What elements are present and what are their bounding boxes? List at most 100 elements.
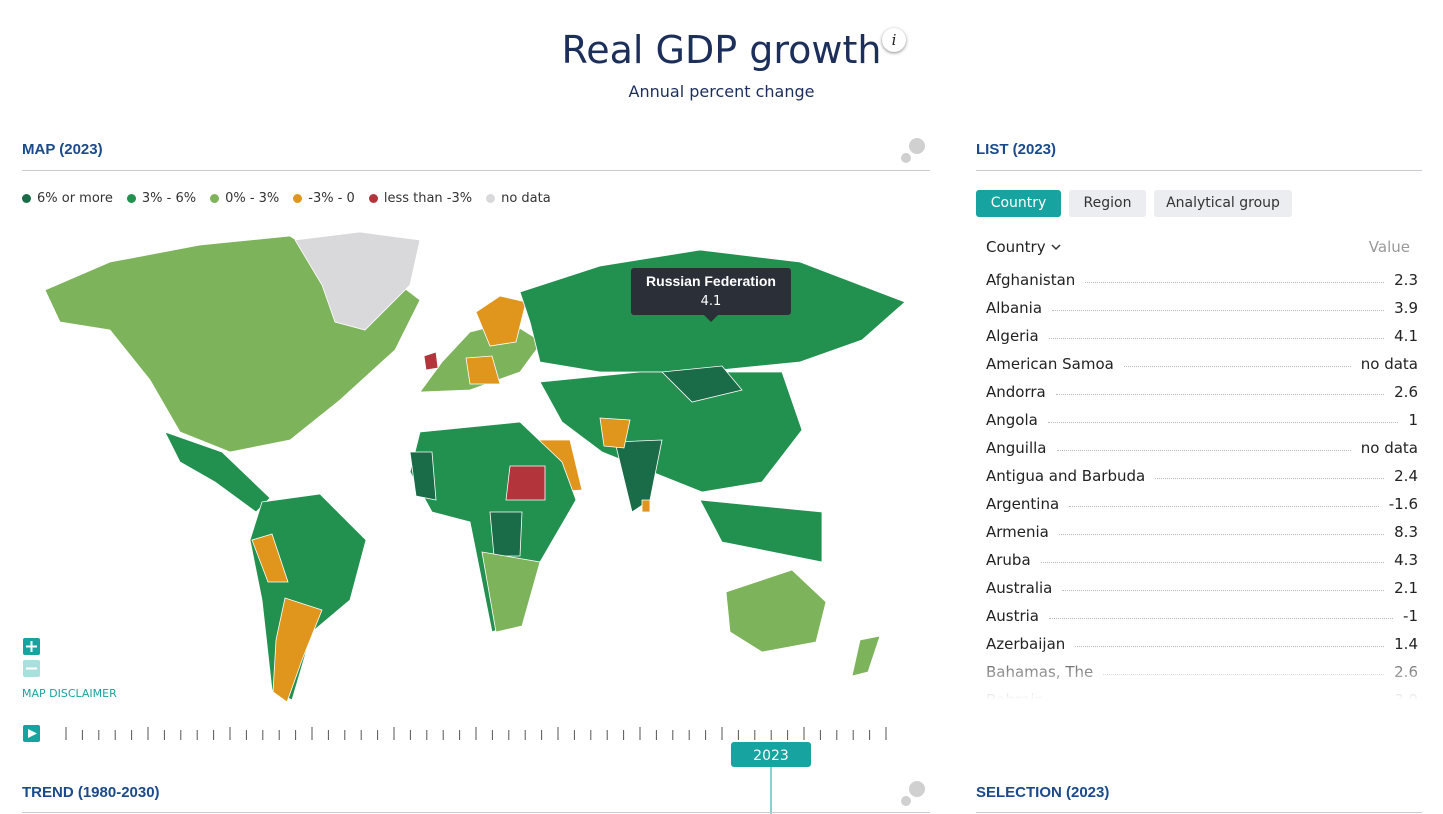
- list-row[interactable]: Aruba 4.3: [986, 546, 1418, 574]
- country-value: 3.9: [1394, 691, 1418, 700]
- country-shape[interactable]: [505, 465, 546, 501]
- title: Real GDP growth: [561, 28, 882, 72]
- country-shape[interactable]: [851, 635, 881, 677]
- list-row[interactable]: Australia 2.1: [986, 574, 1418, 602]
- list-row[interactable]: Bahamas, The 2.6: [986, 658, 1418, 686]
- tab[interactable]: Analytical group: [1154, 190, 1292, 217]
- slider-year: 2023: [753, 748, 789, 764]
- tab[interactable]: Country: [976, 190, 1061, 217]
- legend-item[interactable]: 3% - 6%: [126, 191, 197, 206]
- country-shape[interactable]: [294, 231, 421, 331]
- legend-item[interactable]: 6% or more: [22, 191, 113, 206]
- country-name: Andorra: [986, 383, 1046, 401]
- country-list: Afghanistan 2.3 Albania 3.9 Algeria 4.1 Americ…: [976, 266, 1422, 700]
- world-map: [44, 231, 906, 703]
- country-shape[interactable]: [475, 295, 527, 347]
- slider-handle[interactable]: [731, 742, 811, 767]
- column-header[interactable]: Country: [986, 238, 1062, 256]
- country-shape[interactable]: [599, 417, 631, 449]
- country-name: American Samoa: [986, 355, 1114, 373]
- map-title: MAP (2023): [22, 141, 103, 158]
- sort-icon: [1051, 244, 1061, 251]
- legend: 6% or more 3% - 6% 0% - 3% -3% - 0 less than…: [22, 191, 551, 206]
- country-value: 4.1: [1394, 327, 1418, 345]
- country-shape[interactable]: [481, 551, 541, 633]
- settings-icon[interactable]: [901, 138, 925, 806]
- tooltip: Russian Federation 4.1: [631, 268, 791, 322]
- legend-item[interactable]: less than -3%: [368, 191, 472, 206]
- list-row[interactable]: Azerbaijan 1.4: [986, 630, 1418, 658]
- country-shape[interactable]: [423, 351, 439, 371]
- country-name: Bahrain: [986, 691, 1045, 700]
- country-value: 2.3: [1394, 271, 1418, 289]
- country-name: Bahamas, The: [986, 663, 1094, 681]
- list-row[interactable]: Argentina -1.6: [986, 490, 1418, 518]
- tooltip-box: [631, 268, 791, 315]
- leader: [1103, 673, 1385, 675]
- legend-label: 3% - 6%: [141, 191, 197, 206]
- legend-item[interactable]: no data: [486, 191, 551, 206]
- legend-label: 6% or more: [37, 191, 113, 206]
- country-shape[interactable]: [409, 451, 437, 501]
- country-value: 1.4: [1394, 635, 1418, 653]
- list-row[interactable]: Anguilla no data: [986, 434, 1418, 462]
- country-name: Anguilla: [986, 439, 1047, 457]
- leader: [1085, 281, 1385, 283]
- play-icon: [28, 729, 37, 738]
- leader: [1048, 337, 1385, 339]
- list-row[interactable]: Algeria 4.1: [986, 322, 1418, 350]
- country-shape[interactable]: [164, 431, 271, 513]
- zoom-in-icon: [26, 641, 37, 652]
- country-shape[interactable]: [641, 499, 651, 513]
- list-row[interactable]: Afghanistan 2.3: [986, 266, 1418, 294]
- leader: [1069, 505, 1379, 507]
- tooltip-arrow: [704, 315, 718, 322]
- legend-label: -3% - 0: [308, 191, 355, 206]
- list-row[interactable]: Austria -1: [986, 602, 1418, 630]
- list-row[interactable]: Albania 3.9: [986, 294, 1418, 322]
- legend-swatch: [486, 194, 496, 203]
- country-shape[interactable]: [725, 569, 827, 653]
- list-row[interactable]: Bahrain 3.9: [986, 686, 1418, 700]
- legend-swatch: [293, 194, 303, 203]
- info-button[interactable]: i: [882, 28, 906, 52]
- legend-item[interactable]: -3% - 0: [293, 191, 355, 206]
- legend-swatch: [210, 194, 220, 203]
- leader: [1055, 393, 1385, 395]
- country-name: Afghanistan: [986, 271, 1076, 289]
- country-shape[interactable]: [489, 511, 523, 557]
- list-row[interactable]: American Samoa no data: [986, 350, 1418, 378]
- map-disclaimer[interactable]: MAP DISCLAIMER: [22, 687, 117, 700]
- list-row[interactable]: Antigua and Barbuda 2.4: [986, 462, 1418, 490]
- legend-item[interactable]: 0% - 3%: [210, 191, 279, 206]
- timeline-ticks: [65, 727, 887, 740]
- country-shape[interactable]: [661, 365, 743, 403]
- country-shape[interactable]: [614, 439, 663, 513]
- divider: [22, 812, 930, 813]
- tab[interactable]: Region: [1069, 190, 1146, 217]
- country-shape[interactable]: [699, 499, 823, 563]
- divider: [22, 170, 930, 171]
- country-value: 1: [1408, 411, 1418, 429]
- country-name: Austria: [986, 607, 1039, 625]
- list-row[interactable]: Andorra 2.6: [986, 378, 1418, 406]
- country-name: Azerbaijan: [986, 635, 1066, 653]
- country-shape[interactable]: [539, 371, 803, 493]
- leader: [1056, 449, 1351, 451]
- country-shape[interactable]: [251, 533, 289, 583]
- country-shape[interactable]: [249, 493, 367, 701]
- country-shape[interactable]: [272, 597, 323, 703]
- country-value: 3.9: [1394, 299, 1418, 317]
- country-value: -1: [1403, 607, 1418, 625]
- country-shape[interactable]: [465, 355, 501, 385]
- country-value: 2.4: [1394, 467, 1418, 485]
- list-row[interactable]: Angola 1: [986, 406, 1418, 434]
- legend-swatch: [22, 194, 31, 203]
- list-row[interactable]: Armenia 8.3: [986, 518, 1418, 546]
- leader: [1047, 421, 1399, 423]
- country-value: -1.6: [1388, 495, 1418, 513]
- country-value: 2.6: [1394, 663, 1418, 681]
- leader: [1155, 477, 1385, 479]
